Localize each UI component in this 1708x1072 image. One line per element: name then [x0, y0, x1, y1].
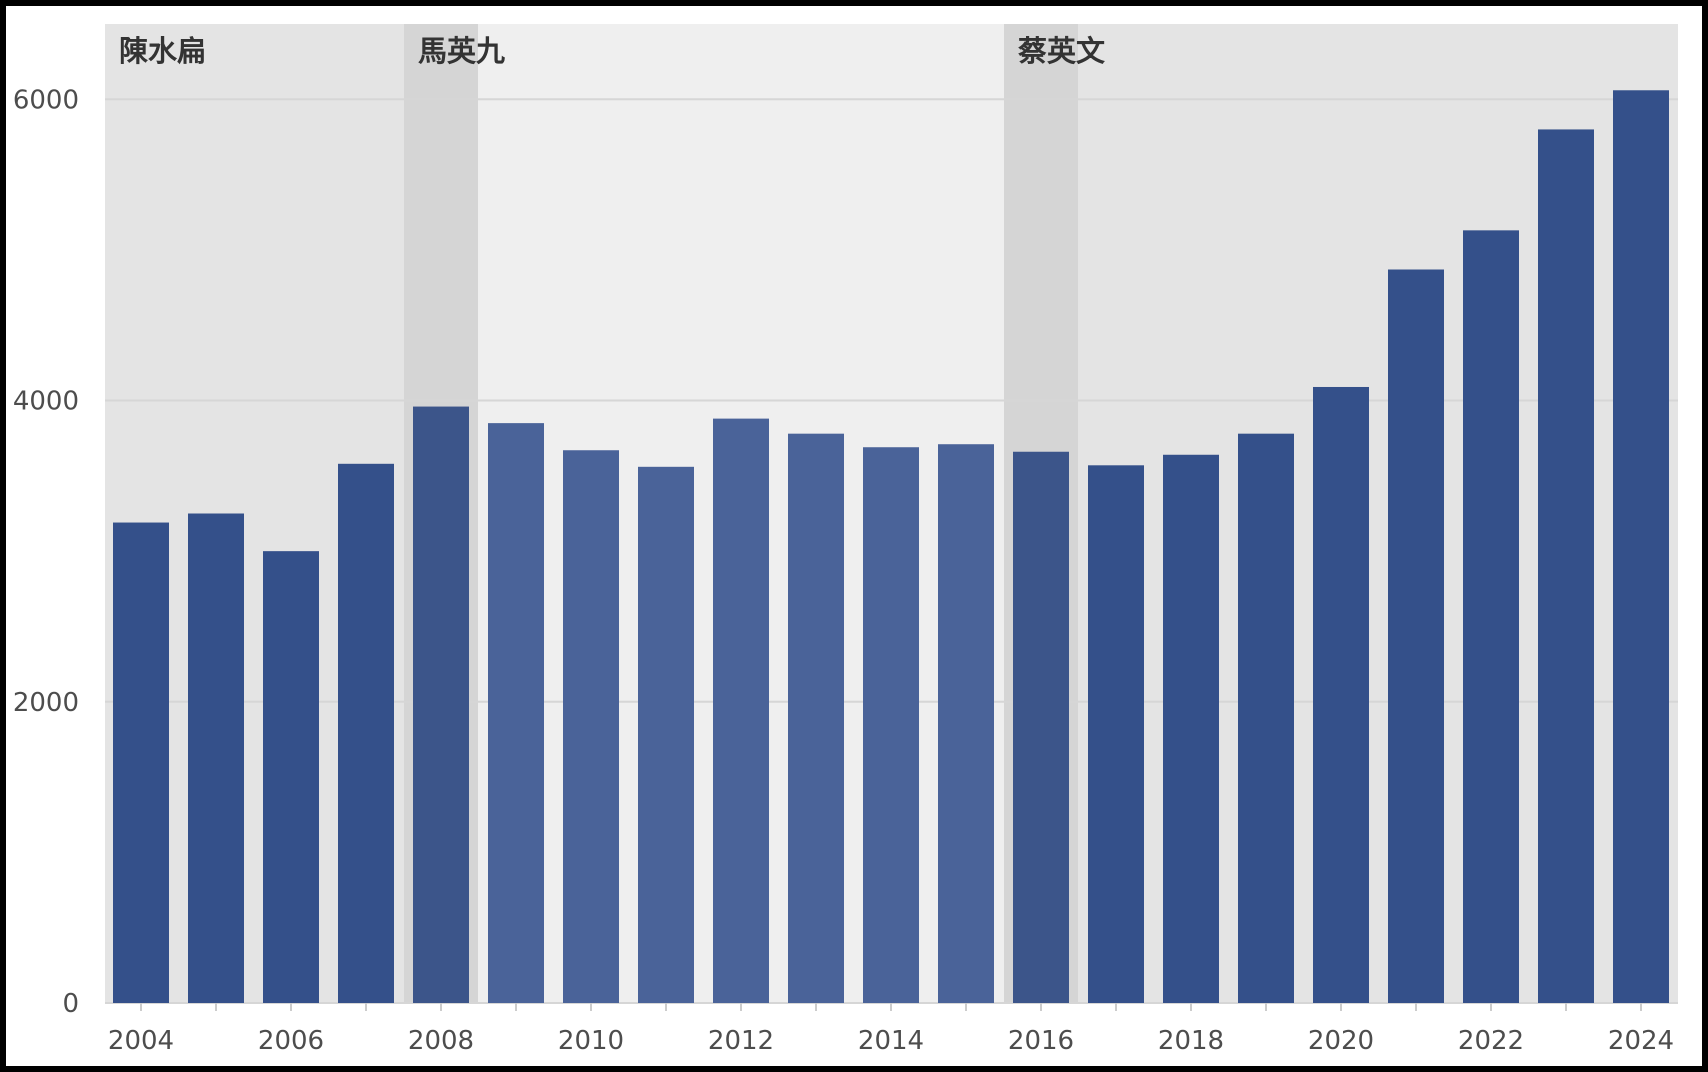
x-tick-label: 2014 — [858, 1026, 924, 1056]
x-tick-label: 2010 — [558, 1026, 624, 1056]
x-tick-label: 2024 — [1608, 1026, 1674, 1056]
bar[interactable] — [638, 466, 694, 1004]
period-label: 陳水扁 — [119, 34, 206, 68]
bar[interactable] — [263, 551, 319, 1003]
period-label: 蔡英文 — [1018, 34, 1106, 68]
y-tick-label: 0 — [62, 989, 79, 1019]
bar[interactable] — [1613, 90, 1669, 1004]
bar[interactable] — [1463, 230, 1519, 1003]
bar[interactable] — [338, 463, 394, 1003]
y-tick-label: 2000 — [13, 688, 79, 718]
bar[interactable] — [1163, 454, 1219, 1003]
y-tick-label: 6000 — [13, 85, 79, 115]
bar[interactable] — [788, 433, 844, 1004]
bar[interactable] — [113, 522, 169, 1003]
bar[interactable] — [563, 450, 619, 1003]
bar[interactable] — [1238, 433, 1294, 1004]
bar[interactable] — [1013, 451, 1069, 1003]
x-tick-label: 2018 — [1158, 1026, 1224, 1056]
bar[interactable] — [1538, 129, 1594, 1003]
x-tick-label: 2004 — [108, 1026, 174, 1056]
x-tick-label: 2006 — [258, 1026, 324, 1056]
bar[interactable] — [1313, 386, 1369, 1004]
bar[interactable] — [938, 444, 994, 1003]
x-tick-label: 2022 — [1458, 1026, 1524, 1056]
bar[interactable] — [488, 423, 544, 1004]
bar[interactable] — [188, 513, 244, 1004]
y-tick-label: 4000 — [13, 387, 79, 417]
bar[interactable] — [413, 406, 469, 1003]
bar[interactable] — [863, 447, 919, 1003]
period-label: 馬英九 — [418, 34, 505, 68]
x-tick-label: 2012 — [708, 1026, 774, 1056]
x-tick-label: 2020 — [1308, 1026, 1374, 1056]
bar[interactable] — [1088, 465, 1144, 1003]
bar[interactable] — [713, 418, 769, 1003]
x-tick-label: 2016 — [1008, 1026, 1074, 1056]
bar[interactable] — [1388, 269, 1444, 1004]
x-tick-label: 2008 — [408, 1026, 474, 1056]
